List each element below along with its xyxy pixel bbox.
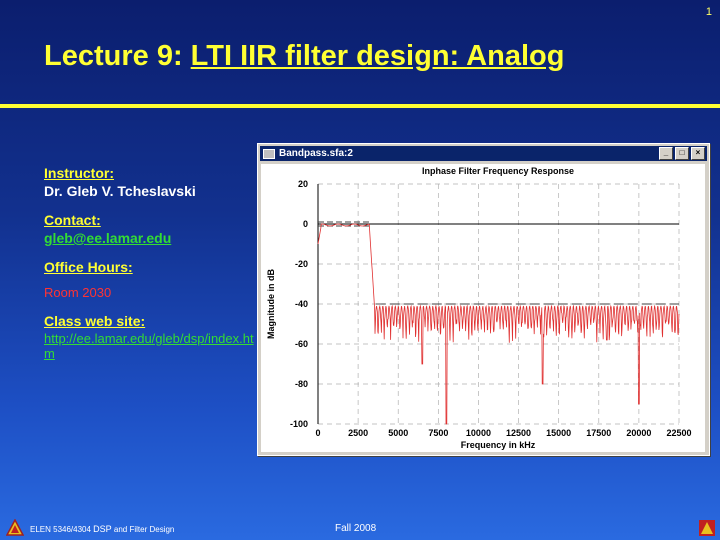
- x-tick-label: 5000: [388, 428, 408, 438]
- contact-email-link[interactable]: gleb@ee.lamar.edu: [44, 230, 172, 246]
- footer: ELEN 5346/4304 DSP and Filter Design Fal…: [0, 518, 720, 540]
- x-axis-label: Frequency in kHz: [461, 440, 536, 450]
- contact-label: Contact:: [44, 212, 101, 228]
- office-hours-block: Office Hours: Room 2030: [44, 259, 264, 300]
- contact-block: Contact: gleb@ee.lamar.edu: [44, 212, 264, 246]
- instructor-label: Instructor:: [44, 165, 114, 181]
- class-web-link[interactable]: http://ee.lamar.edu/gleb/dsp/index.htm: [44, 331, 254, 361]
- x-tick-label: 2500: [348, 428, 368, 438]
- x-tick-label: 17500: [586, 428, 611, 438]
- close-button[interactable]: ×: [691, 147, 705, 160]
- office-room: Room 2030: [44, 285, 112, 300]
- y-tick-label: 20: [298, 179, 308, 189]
- maximize-button[interactable]: □: [675, 147, 689, 160]
- y-tick-label: 0: [303, 219, 308, 229]
- office-hours-label: Office Hours:: [44, 259, 133, 275]
- y-tick-label: -80: [295, 379, 308, 389]
- title-main: LTI IIR filter design: Analog: [190, 40, 565, 72]
- x-tick-label: 15000: [546, 428, 571, 438]
- window-titlebar[interactable]: Bandpass.sfa:2 _ □ ×: [260, 146, 707, 161]
- university-logo-icon: [6, 519, 24, 536]
- slide-number: 1: [705, 6, 712, 18]
- class-web-block: Class web site: http://ee.lamar.edu/gleb…: [44, 313, 264, 361]
- title-divider: [0, 104, 720, 108]
- x-tick-label: 0: [315, 428, 320, 438]
- response-curve: [317, 223, 680, 425]
- chart-title: Inphase Filter Frequency Response: [422, 166, 574, 176]
- chart-grid: [317, 183, 680, 425]
- page-title: Lecture 9: LTI IIR filter design: Analog: [44, 40, 564, 73]
- y-tick-label: -20: [295, 259, 308, 269]
- x-tick-label: 10000: [466, 428, 491, 438]
- x-tick-label: 20000: [626, 428, 651, 438]
- chart-axes: [317, 184, 679, 424]
- window-title: Bandpass.sfa:2: [279, 148, 353, 159]
- y-tick-label: -40: [295, 299, 308, 309]
- chart-tick-labels: 0 2500 5000 7500 10000 12500 15000 17500 20000 22…: [290, 179, 692, 438]
- y-tick-label: -100: [290, 419, 308, 429]
- footer-semester: Fall 2008: [335, 523, 377, 534]
- y-axis-label: Magnitude in dB: [266, 269, 276, 339]
- footer-course-rest: and Filter Design: [111, 525, 175, 534]
- title-prefix: Lecture 9:: [44, 40, 191, 72]
- x-tick-label: 12500: [506, 428, 531, 438]
- minimize-button[interactable]: _: [659, 147, 673, 160]
- course-info: Instructor: Dr. Gleb V. Tcheslavski Cont…: [44, 165, 264, 374]
- class-web-label: Class web site:: [44, 313, 146, 329]
- course-footer: ELEN 5346/4304 DSP and Filter Design: [30, 524, 174, 534]
- plot-window: Bandpass.sfa:2 _ □ × Inphase Filter Freq…: [257, 143, 710, 456]
- window-app-icon: [263, 148, 275, 159]
- instructor-block: Instructor: Dr. Gleb V. Tcheslavski: [44, 165, 264, 199]
- x-tick-label: 7500: [428, 428, 448, 438]
- lamar-logo-icon: [699, 520, 715, 536]
- footer-dsp: DSP: [93, 524, 112, 534]
- spec-lines: [318, 221, 679, 305]
- footer-course-code: ELEN 5346/4304: [30, 525, 94, 534]
- instructor-name: Dr. Gleb V. Tcheslavski: [44, 183, 196, 199]
- x-tick-label: 22500: [666, 428, 691, 438]
- plot-area: Inphase Filter Frequency Response 0 2500 5…: [261, 164, 705, 452]
- y-tick-label: -60: [295, 339, 308, 349]
- frequency-response-chart: Inphase Filter Frequency Response 0 2500 5…: [266, 166, 692, 450]
